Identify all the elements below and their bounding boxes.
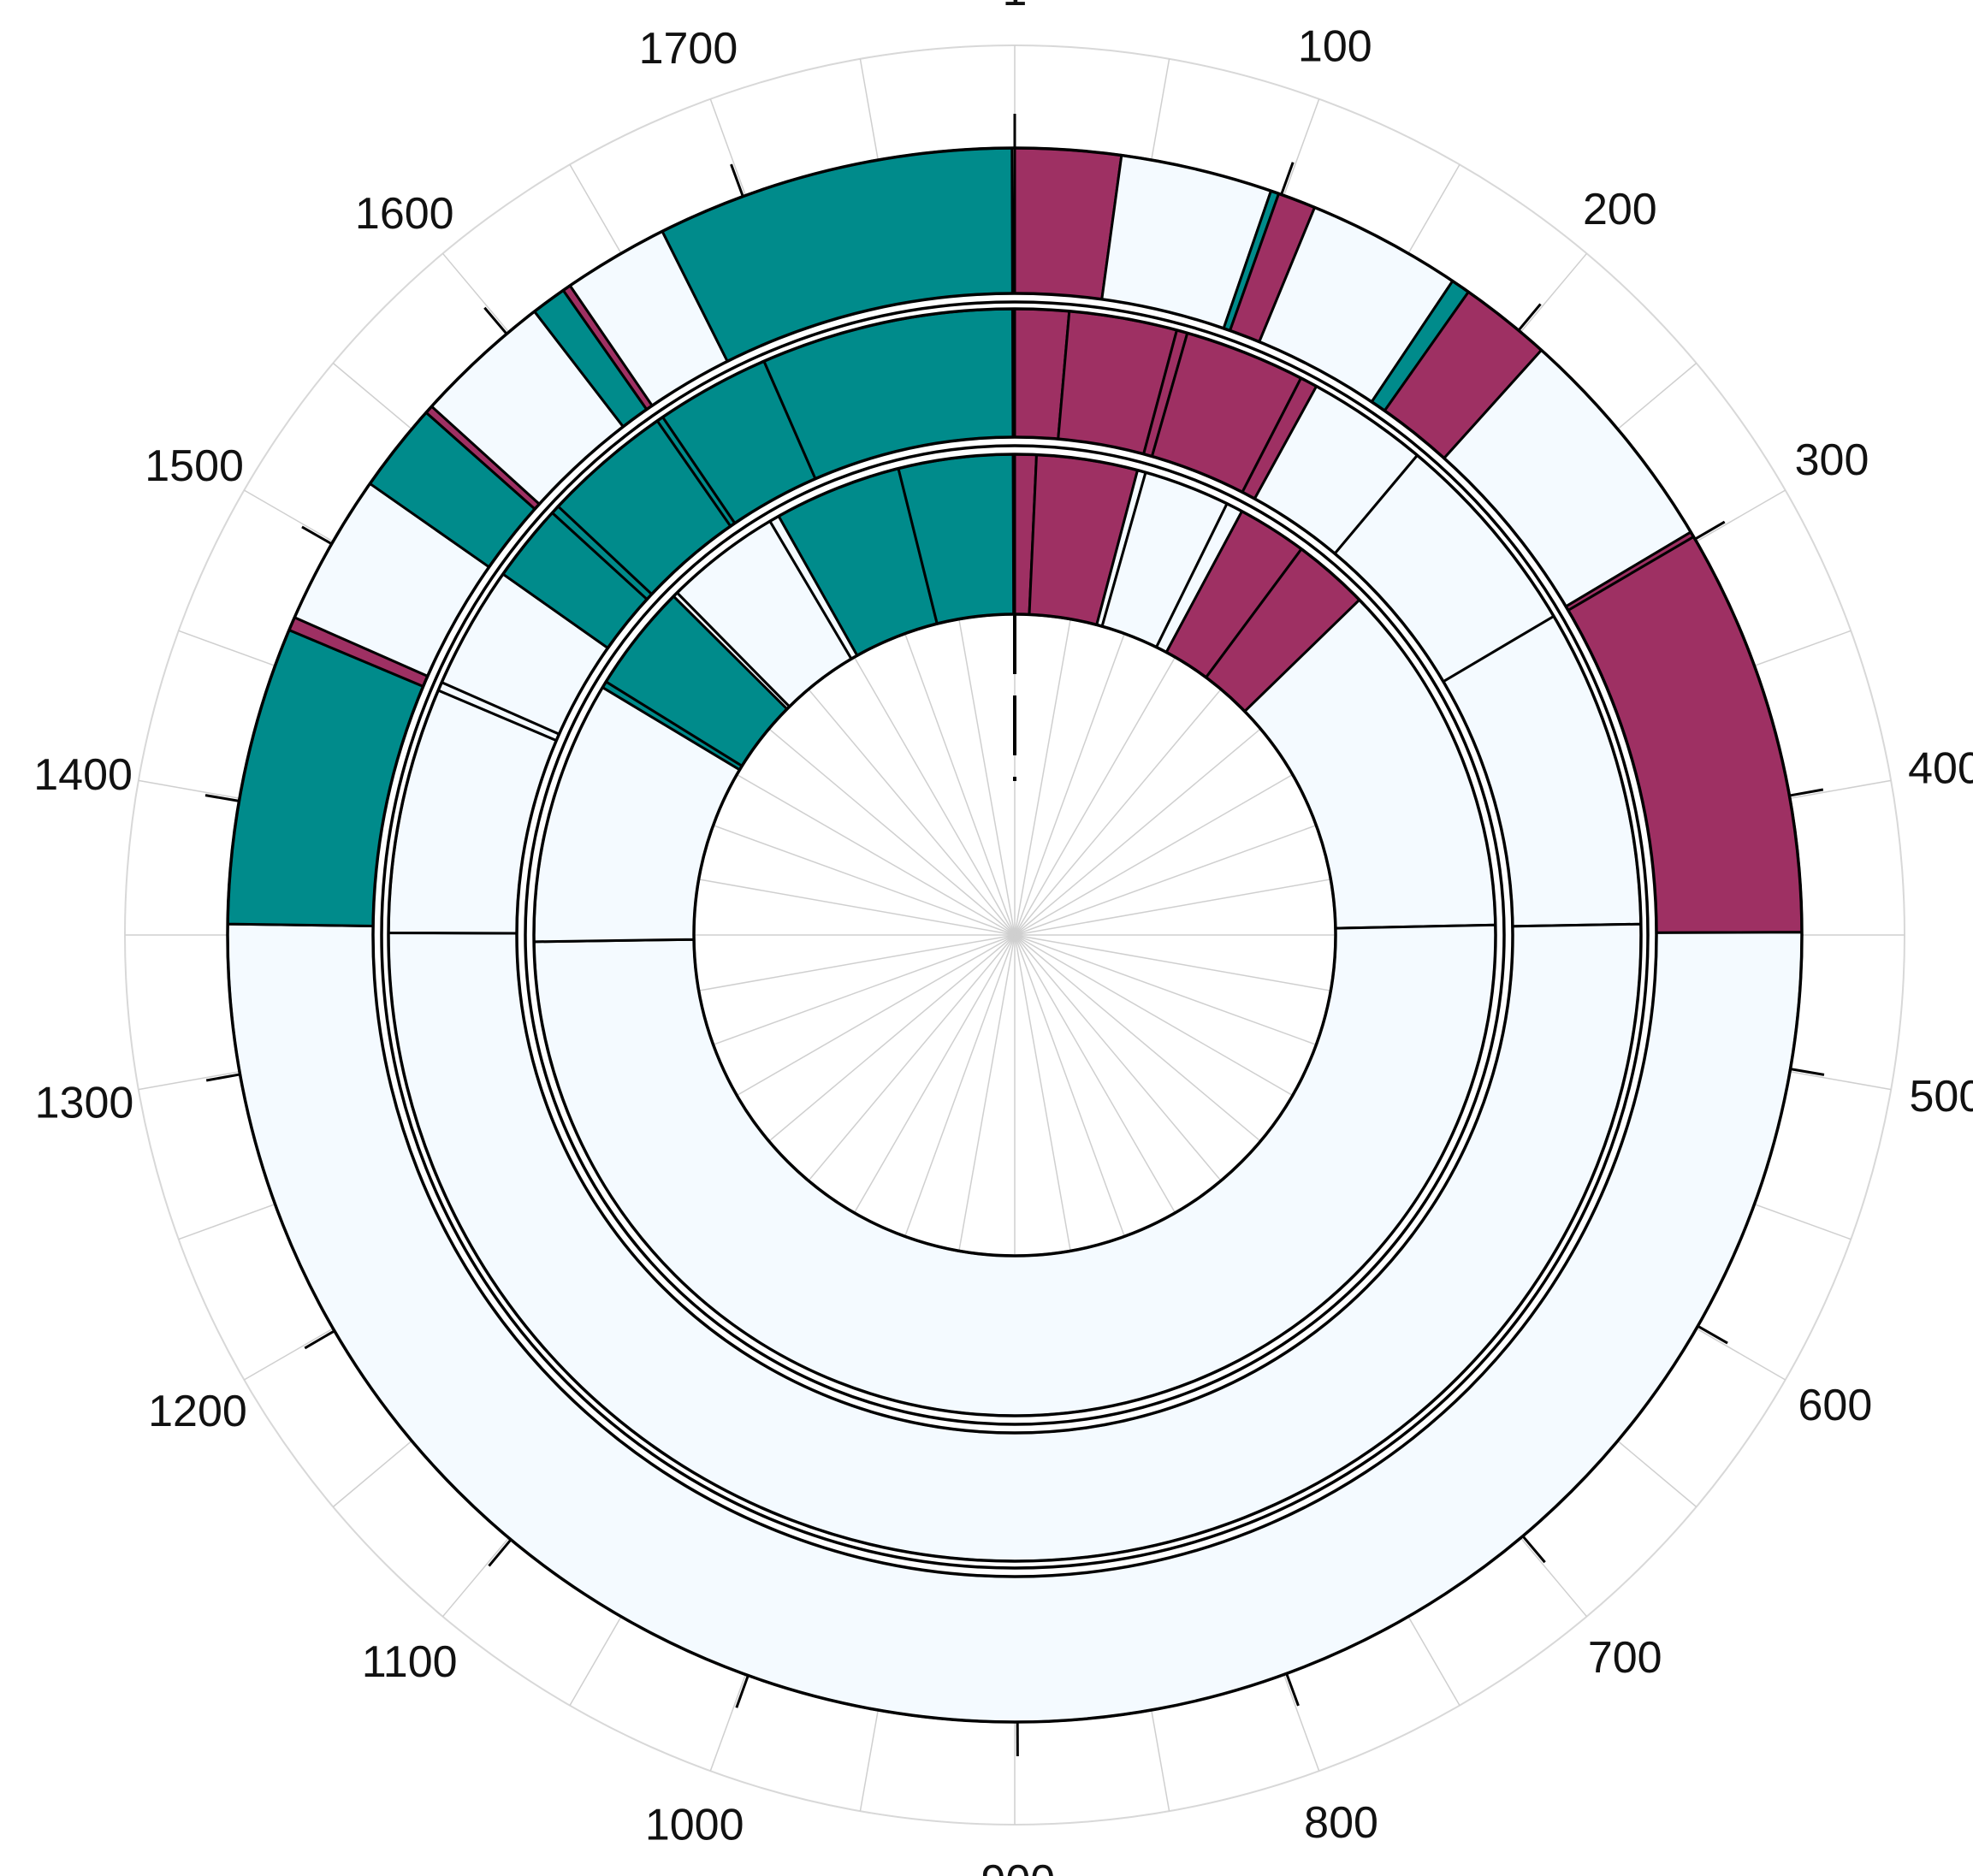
- ring-outline-1: [371, 292, 1658, 1578]
- axis-tick-1300: [205, 1073, 240, 1082]
- axis-tick-1600: [483, 306, 508, 335]
- axis-tick-label-300: 300: [1795, 435, 1869, 485]
- axis-tick-label-1: 1: [1003, 0, 1028, 15]
- axis-tick-1000: [735, 1675, 750, 1708]
- axis-tick-1200: [304, 1329, 335, 1350]
- axis-tick-label-1400: 1400: [33, 750, 133, 800]
- ring-outline-4: [515, 435, 1514, 1435]
- axis-tick-label-800: 800: [1304, 1798, 1378, 1848]
- axis-tick-1100: [488, 1538, 513, 1567]
- axis-tick-label-500: 500: [1909, 1072, 1973, 1121]
- axis-tick-label-200: 200: [1583, 185, 1657, 234]
- axis-tick-1500: [301, 525, 333, 546]
- ring-outline-5: [524, 444, 1506, 1426]
- axis-tick-1700: [730, 163, 744, 198]
- axis-tick-label-1000: 1000: [645, 1801, 744, 1850]
- ring-outline-6: [532, 453, 1497, 1417]
- axis-tick-label-1500: 1500: [145, 441, 244, 491]
- axis-tick-1400: [204, 794, 240, 802]
- axis-tick-800: [1285, 1672, 1300, 1707]
- axis-tick-label-100: 100: [1298, 21, 1372, 71]
- axis-tick-label-1100: 1100: [362, 1637, 458, 1687]
- axis-tick-labels: 1100200300400500600700800900100011001200…: [33, 0, 1973, 1876]
- axis-tick-label-400: 400: [1908, 743, 1973, 793]
- axis-tick-label-1600: 1600: [355, 189, 454, 239]
- axis-tick-label-700: 700: [1588, 1633, 1662, 1683]
- axis-tick-600: [1697, 1324, 1728, 1345]
- axis-tick-100: [1280, 162, 1295, 195]
- ring-outline-2: [380, 300, 1650, 1570]
- axis-tick-label-1300: 1300: [35, 1079, 134, 1128]
- ring-outlines: [226, 146, 1804, 1724]
- axis-tick-700: [1521, 1535, 1546, 1564]
- axis-ticks: [204, 114, 1825, 1756]
- axis-tick-label-1200: 1200: [148, 1387, 247, 1436]
- axis-tick-200: [1517, 303, 1542, 332]
- axis-tick-300: [1694, 520, 1726, 541]
- tracks-layer: [226, 146, 1804, 1724]
- axis-tick-label-900: 900: [981, 1856, 1055, 1876]
- axis-tick-label-1700: 1700: [639, 24, 738, 74]
- ring-outline-3: [387, 307, 1643, 1563]
- axis-tick-500: [1790, 1068, 1825, 1076]
- axis-tick-label-600: 600: [1798, 1381, 1872, 1430]
- axis-tick-400: [1789, 788, 1824, 797]
